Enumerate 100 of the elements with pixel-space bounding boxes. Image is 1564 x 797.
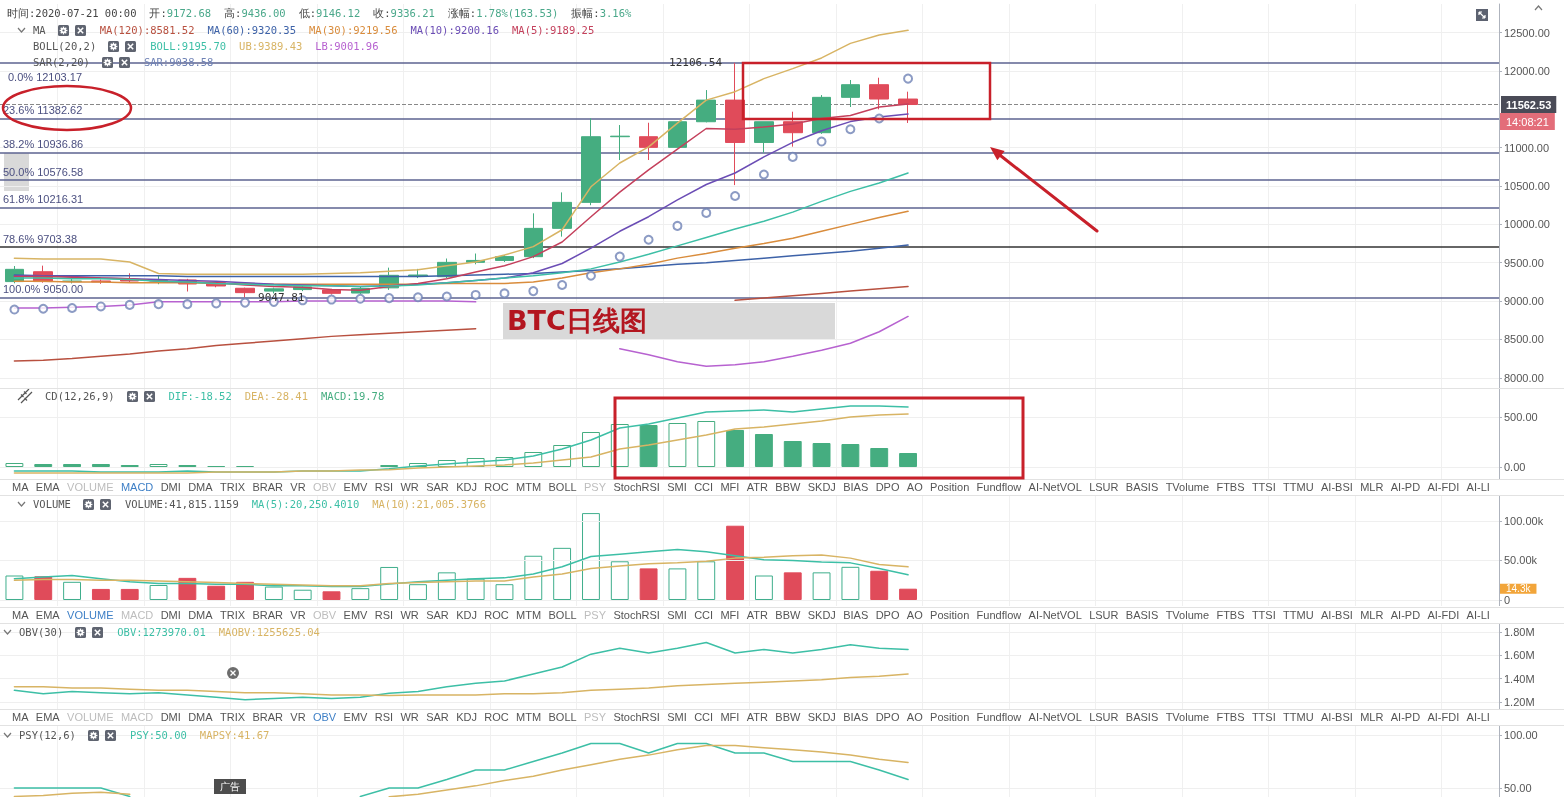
text: BIAS bbox=[843, 711, 869, 723]
text: BRAR bbox=[252, 481, 283, 493]
text: StochRSI bbox=[613, 711, 660, 723]
y-tick-label: 1.40M bbox=[1504, 672, 1535, 685]
text: DPO bbox=[875, 711, 900, 723]
text: ROC bbox=[484, 609, 509, 621]
text: MA(10):21,005.3766 bbox=[372, 497, 486, 511]
y-tick-label: 1.20M bbox=[1504, 696, 1535, 708]
text: MLR bbox=[1360, 609, 1384, 621]
text: VOLUME bbox=[67, 609, 114, 621]
ref-line-label: 38.2% 10936.86 bbox=[3, 138, 84, 151]
text: EMA bbox=[35, 481, 60, 493]
text: MACD bbox=[120, 481, 154, 493]
ref-line-label: 50.0% 10576.58 bbox=[3, 165, 84, 178]
text: TVolume bbox=[1165, 481, 1210, 493]
y-tick-label: 50.00k bbox=[1504, 554, 1538, 567]
text: EMA bbox=[35, 711, 60, 723]
text: Fundflow bbox=[976, 481, 1022, 493]
text: BBW bbox=[775, 481, 801, 493]
text: LB:9001.96 bbox=[315, 39, 379, 53]
text: Position bbox=[930, 711, 970, 723]
text: TRIX bbox=[219, 609, 246, 621]
text: SKDJ bbox=[807, 711, 836, 723]
text: TTMU bbox=[1283, 609, 1314, 621]
text: OBV bbox=[312, 609, 337, 621]
text: DMI bbox=[160, 711, 181, 723]
text: LSUR bbox=[1089, 711, 1119, 723]
text: AI-PD bbox=[1390, 711, 1421, 723]
ref-line-label: 0.0% 12103.17 bbox=[8, 70, 83, 83]
text: BBW bbox=[775, 711, 801, 723]
text: StochRSI bbox=[613, 481, 660, 493]
text: DPO bbox=[875, 481, 900, 493]
text: TTSI bbox=[1251, 609, 1276, 621]
text: MA bbox=[12, 481, 29, 493]
y-tick-label: 100.00 bbox=[1504, 728, 1538, 741]
text: WR bbox=[400, 711, 419, 723]
text: PSY bbox=[584, 481, 607, 493]
text: MACD:19.78 bbox=[320, 389, 385, 403]
y-tick-label: 9000.00 bbox=[1504, 295, 1544, 308]
y-tick-label: 10500.00 bbox=[1504, 180, 1550, 193]
text: ROC bbox=[484, 481, 509, 493]
text: AI-NetVOL bbox=[1028, 609, 1082, 621]
y-tick-label: 0 bbox=[1504, 594, 1511, 606]
text: Fundflow bbox=[976, 609, 1022, 621]
text: RSI bbox=[374, 711, 394, 723]
text: BIAS bbox=[843, 609, 869, 621]
text: DPO bbox=[875, 609, 900, 621]
text: AI-NetVOL bbox=[1028, 481, 1082, 493]
text: BIAS bbox=[843, 481, 869, 493]
text: AI-LI bbox=[1466, 609, 1490, 621]
text: TTMU bbox=[1283, 481, 1314, 493]
text: MA(5):20,250.4010 bbox=[251, 497, 360, 511]
text: Position bbox=[930, 481, 970, 493]
text: MAOBV:1255625.04 bbox=[218, 625, 320, 639]
text: DMA bbox=[188, 481, 213, 493]
y-tick-label: 12000.00 bbox=[1504, 64, 1550, 77]
text: BRAR bbox=[252, 711, 283, 723]
text: BASIS bbox=[1125, 481, 1159, 493]
y-tick-label: 100.00k bbox=[1504, 514, 1544, 527]
annotation: OBV(30) bbox=[19, 625, 64, 639]
text: OBV bbox=[312, 711, 337, 723]
text: MA(5):9189.25 bbox=[512, 23, 595, 37]
text: MFI bbox=[720, 711, 740, 723]
annotation: CD(12,26,9) bbox=[45, 389, 115, 403]
text: FTBS bbox=[1216, 609, 1245, 621]
text: FTBS bbox=[1216, 481, 1245, 493]
text: WR bbox=[400, 609, 419, 621]
text: CCI bbox=[694, 481, 714, 493]
text: LSUR bbox=[1089, 481, 1119, 493]
text: TRIX bbox=[219, 711, 246, 723]
text: MTM bbox=[516, 609, 542, 621]
text: KDJ bbox=[456, 609, 477, 621]
text: AO bbox=[906, 711, 923, 723]
text: TRIX bbox=[219, 481, 246, 493]
text: 14:08:21 bbox=[1506, 115, 1549, 128]
text: WR bbox=[400, 481, 419, 493]
text: MFI bbox=[720, 481, 740, 493]
text: ATR bbox=[746, 711, 768, 723]
text: SAR bbox=[426, 609, 449, 621]
text: EMV bbox=[343, 609, 368, 621]
text: DMI bbox=[160, 481, 181, 493]
y-tick-label: 50.00 bbox=[1504, 781, 1532, 794]
text: AI-NetVOL bbox=[1028, 711, 1082, 723]
text: BOLL bbox=[548, 609, 577, 621]
text: 14.3k bbox=[1506, 583, 1532, 595]
text: ROC bbox=[484, 711, 509, 723]
text: AI-FDI bbox=[1427, 481, 1460, 493]
y-tick-label: 0.00 bbox=[1504, 461, 1526, 473]
y-tick-label: 11000.00 bbox=[1504, 141, 1550, 154]
text: MLR bbox=[1360, 481, 1384, 493]
text: EMA bbox=[35, 609, 60, 621]
ref-line-label: 78.6% 9703.38 bbox=[3, 232, 78, 245]
text: PSY bbox=[584, 609, 607, 621]
text: AI-BSI bbox=[1321, 609, 1353, 621]
annotation: BOLL(20,2) bbox=[33, 39, 97, 53]
text: DMA bbox=[188, 711, 213, 723]
text: TTSI bbox=[1251, 481, 1276, 493]
ref-line-label: 11562.53 bbox=[1506, 98, 1552, 111]
text: OBV:1273970.01 bbox=[117, 625, 206, 639]
text: SMI bbox=[667, 711, 687, 723]
